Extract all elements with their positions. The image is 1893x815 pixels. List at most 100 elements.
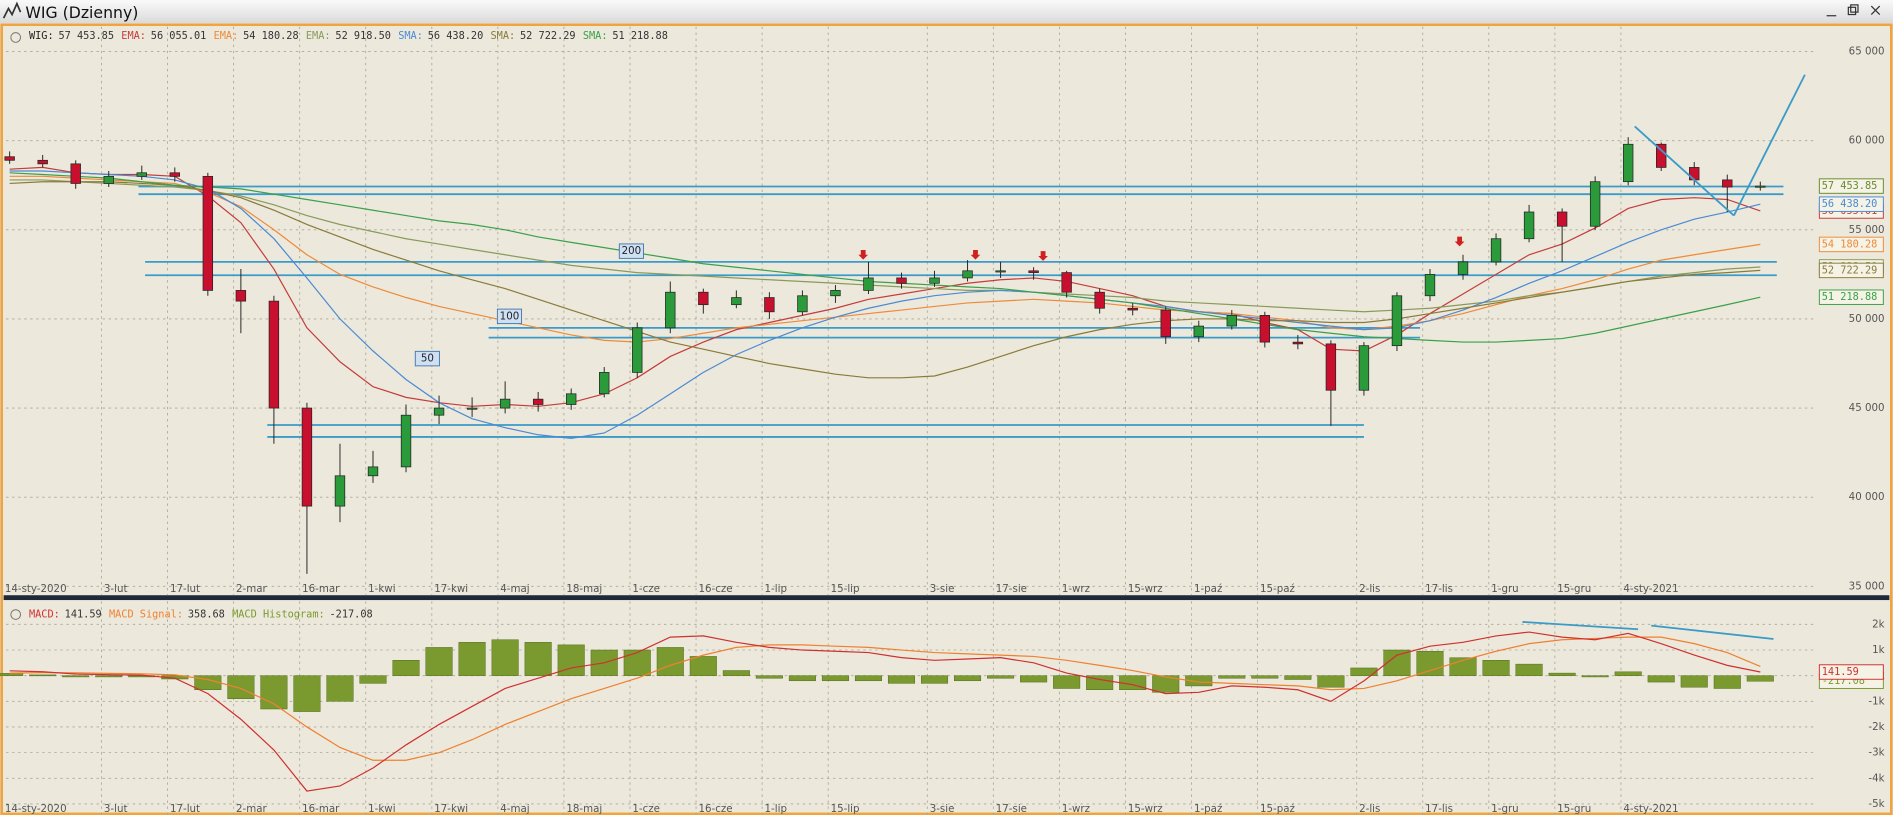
candle-body bbox=[1457, 261, 1469, 275]
candle-body bbox=[1589, 181, 1601, 227]
histogram-bar bbox=[821, 675, 849, 682]
histogram-bar bbox=[921, 675, 949, 684]
pane-separator bbox=[3, 595, 1890, 601]
signal-arrows bbox=[858, 236, 1465, 261]
pane-handle[interactable] bbox=[10, 609, 22, 620]
series-line bbox=[9, 175, 1761, 343]
y-tick-label: 40 000 bbox=[1849, 491, 1885, 503]
candle-body bbox=[1061, 272, 1072, 293]
x-tick-label: 3-sie bbox=[930, 803, 955, 815]
x-tick-label: 17-lis bbox=[1425, 583, 1453, 595]
candle-body bbox=[499, 398, 511, 409]
histogram-bar bbox=[854, 675, 882, 682]
candle-body bbox=[433, 407, 445, 416]
candle-body bbox=[1127, 307, 1138, 311]
restore-button-back[interactable] bbox=[1850, 4, 1859, 13]
legend-name: MACD: bbox=[29, 609, 60, 621]
trend-line bbox=[1733, 74, 1806, 216]
candle-body bbox=[1656, 143, 1667, 168]
legend-value: 52 918.50 bbox=[335, 30, 391, 42]
x-tick-label: 2-lis bbox=[1359, 803, 1380, 815]
series-line bbox=[9, 631, 1761, 792]
x-tick-label: 17-sie bbox=[996, 583, 1027, 595]
histogram-bar bbox=[656, 647, 684, 676]
candle-body bbox=[1722, 179, 1733, 188]
annotation-box bbox=[618, 243, 644, 259]
y-tick-label: 35 000 bbox=[1849, 580, 1885, 592]
candle-body bbox=[962, 270, 973, 279]
legend-name: EMA: bbox=[214, 30, 239, 42]
x-tick-label: 15-lip bbox=[831, 583, 860, 595]
series-line bbox=[9, 172, 1761, 343]
candle-body bbox=[665, 291, 676, 329]
restore-button[interactable] bbox=[1847, 6, 1857, 16]
candle-body bbox=[136, 172, 147, 177]
x-tick-label: 3-lut bbox=[104, 583, 128, 595]
histogram-bar bbox=[1713, 675, 1741, 689]
candle-body bbox=[599, 372, 610, 395]
candle-body bbox=[1424, 274, 1436, 297]
x-tick-label: 15-gru bbox=[1557, 803, 1591, 815]
x-tick-label: 1-wrz bbox=[1062, 583, 1090, 595]
candle-body bbox=[1292, 341, 1304, 345]
x-tick-label: 4-sty-2021 bbox=[1623, 583, 1678, 595]
legend-name: SMA: bbox=[491, 30, 516, 42]
annotation-box bbox=[496, 308, 523, 325]
x-tick-label: 17-lut bbox=[170, 583, 200, 595]
candle-body bbox=[1358, 345, 1370, 391]
trend-line bbox=[1522, 621, 1639, 631]
histogram-bar bbox=[1053, 675, 1081, 689]
value-box bbox=[1818, 236, 1884, 253]
legend-value: -217.08 bbox=[330, 609, 373, 621]
close-button[interactable] bbox=[1870, 5, 1881, 15]
histogram-bar bbox=[0, 673, 24, 676]
x-tick-label: 16-mar bbox=[302, 583, 340, 595]
x-tick-label: 1-paź bbox=[1194, 803, 1222, 815]
value-box bbox=[1818, 289, 1884, 305]
legend-value: 56 055.01 bbox=[151, 30, 207, 42]
window-buttons[interactable] bbox=[1826, 4, 1881, 17]
histogram-bar bbox=[1251, 675, 1279, 679]
x-tick-label: 1-wrz bbox=[1062, 803, 1090, 815]
legend-name: SMA: bbox=[398, 30, 423, 42]
candle-body bbox=[532, 398, 544, 405]
pane-handles[interactable] bbox=[10, 32, 22, 620]
x-tick-label: 15-paź bbox=[1260, 583, 1295, 595]
x-tick-label: 15-paź bbox=[1260, 803, 1295, 815]
y-tick-label: -4k bbox=[1868, 772, 1884, 784]
candle-body bbox=[169, 172, 181, 177]
histogram-bar bbox=[1284, 675, 1312, 680]
x-tick-label: 15-gru bbox=[1557, 583, 1591, 595]
candle-body bbox=[830, 290, 841, 297]
histogram-bar bbox=[987, 675, 1015, 679]
y-tick-label: 60 000 bbox=[1849, 135, 1885, 147]
pane-handle[interactable] bbox=[10, 32, 22, 43]
x-tick-label: 2-mar bbox=[236, 583, 267, 595]
histogram-bar bbox=[623, 649, 651, 676]
histogram-bar bbox=[425, 647, 453, 676]
histogram-bar bbox=[1416, 651, 1444, 676]
x-tick-label: 2-lis bbox=[1359, 583, 1380, 595]
histogram-bar bbox=[458, 642, 486, 676]
pane: 35 000 40 000 45 000 50 000 55 000 60 000 65 0… bbox=[4, 26, 1885, 596]
y-tick-label: 2k bbox=[1872, 618, 1885, 630]
x-tick-label: 1-paź bbox=[1194, 583, 1222, 595]
histogram-bar bbox=[1185, 675, 1213, 687]
candle-body bbox=[268, 300, 280, 409]
legend-value: 52 722.29 bbox=[520, 30, 576, 42]
value-box-label: 51 218.88 bbox=[1822, 291, 1878, 303]
legend-value: 358.68 bbox=[188, 609, 225, 621]
x-tick-label: 16-cze bbox=[698, 583, 732, 595]
histogram-bar bbox=[491, 639, 519, 676]
x-tick-label: 4-maj bbox=[500, 803, 529, 815]
x-tick-label: 1-cze bbox=[632, 803, 660, 815]
histogram-bar bbox=[1482, 660, 1510, 676]
x-tick-label: 3-lut bbox=[104, 803, 128, 815]
candle-body bbox=[632, 327, 643, 373]
histogram-bar bbox=[227, 675, 255, 699]
x-tick-label: 15-wrz bbox=[1128, 583, 1163, 595]
x-tick-label: 15-lip bbox=[831, 803, 860, 815]
x-tick-label: 16-mar bbox=[302, 803, 340, 815]
candle-body bbox=[1556, 211, 1568, 227]
candle-body bbox=[1193, 325, 1204, 338]
